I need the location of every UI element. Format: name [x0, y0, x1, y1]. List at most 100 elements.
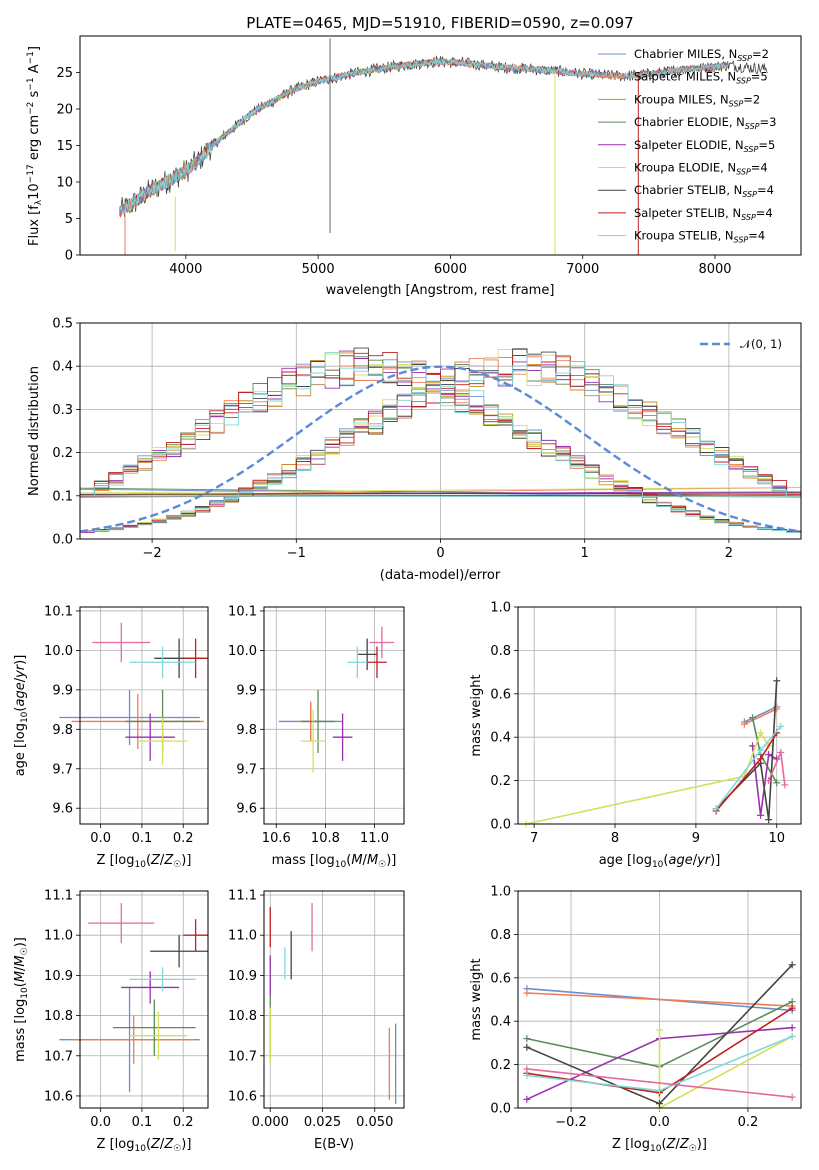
x-tick-label: 0.1 [132, 831, 153, 846]
x-tick-label: 1 [581, 546, 589, 561]
legend-label-value: =5 [751, 70, 768, 84]
legend-label: Chabrier ELODIE, NSSP=3 [634, 115, 776, 131]
y-tick-label: 10.7 [228, 1049, 257, 1064]
histogram-series [80, 352, 801, 539]
x-tick-label: 0.025 [304, 1115, 341, 1130]
legend-label-sub: SSP [741, 213, 756, 222]
y-tick-label: 0.2 [490, 774, 511, 789]
x-tick-label: 11.0 [360, 831, 389, 846]
y-tick-label: 9.6 [52, 802, 73, 817]
y-tick-label: 0.2 [52, 446, 73, 461]
y-tick-label: 0.0 [490, 818, 511, 833]
y-tick-label: 0.6 [490, 971, 511, 986]
x-tick-label: 8 [611, 831, 619, 846]
y-tick-label: 0.1 [52, 489, 73, 504]
legend-label: Salpeter STELIB, NSSP=4 [634, 206, 773, 222]
x-axis-label: age [log10(age/yr)] [599, 853, 721, 870]
x-tick-label: 6000 [434, 262, 467, 277]
y-tick-label: 9.8 [52, 723, 73, 738]
y-tick-label: 10.6 [44, 1089, 73, 1104]
mass-weight-line [715, 680, 778, 820]
spectrum-line [119, 58, 728, 215]
plot-frame [263, 606, 405, 825]
y-axis-label: Flux [fλ10−17 erg cm−2 s−1 A−1] [26, 46, 44, 246]
y-tick-label: 10.1 [228, 604, 257, 619]
legend-label-value: =4 [756, 206, 773, 220]
legend-label-sub: SSP [736, 168, 751, 177]
figure-title: PLATE=0465, MJD=51910, FIBERID=0590, z=0… [246, 14, 633, 32]
mass-weight-line [744, 706, 778, 723]
x-axis-label: Z [log10(Z/Z☉)] [612, 1137, 707, 1154]
legend-label-main: Chabrier MILES, N [634, 47, 737, 61]
legend-label-sub: SSP [737, 54, 752, 63]
y-tick-label: 10.9 [228, 969, 257, 984]
residual-histogram-panel: −2 −1 0 1 2 0.0 0.1 0.2 0.3 0.4 0.5 𝒩(0, 1) (data-mo… [27, 317, 802, 583]
histogram-series [80, 347, 801, 539]
y-tick-label: 25 [56, 66, 73, 81]
y-tick-label: 10.0 [44, 644, 73, 659]
grid [80, 891, 208, 1108]
x-tick-label: 0.0 [649, 1115, 670, 1130]
x-tick-label: 4000 [169, 262, 202, 277]
y-tick-label: 9.9 [236, 683, 257, 698]
x-tick-label: 8000 [698, 262, 731, 277]
x-axis-label: (data-model)/error [380, 568, 501, 583]
y-tick-label: 10.6 [228, 1089, 257, 1104]
y-axis-label: Normed distribution [27, 366, 42, 496]
x-tick-label: 0.2 [173, 1115, 194, 1130]
legend-label-value: =2 [752, 47, 769, 61]
normal-curve [79, 365, 802, 533]
histogram-series [80, 348, 801, 539]
x-tick-label: 7 [530, 831, 538, 846]
x-axis-label: wavelength [Angstrom, rest frame] [326, 283, 555, 298]
mass-weight-line [658, 1029, 793, 1110]
x-tick-label: 10 [768, 831, 785, 846]
y-tick-label: 11.1 [44, 889, 73, 904]
x-axis-label: mass [log10(M/M☉)] [272, 853, 397, 870]
legend-label: Chabrier STELIB, NSSP=4 [634, 183, 774, 199]
y-tick-label: 0.8 [490, 644, 511, 659]
x-tick-label: 0.2 [173, 831, 194, 846]
legend-label: Kroupa STELIB, NSSP=4 [634, 229, 765, 245]
y-tick-label: 10.8 [44, 1009, 73, 1024]
x-tick-label: 0.0 [90, 831, 111, 846]
y-tick-label: 0.2 [490, 1058, 511, 1073]
x-tick-label: 2 [725, 546, 733, 561]
x-tick-label: 7000 [566, 262, 599, 277]
legend-label-value: =2 [743, 92, 760, 106]
legend-label: Kroupa ELODIE, NSSP=4 [634, 161, 768, 177]
grid [80, 322, 801, 540]
legend-label-value: =4 [748, 229, 765, 243]
x-tick-label: 0.050 [356, 1115, 393, 1130]
legend-label-main: Salpeter MILES, N [634, 70, 736, 84]
legend-label-sub: SSP [744, 145, 759, 154]
y-tick-label: 9.6 [236, 802, 257, 817]
legend-label-main: Salpeter STELIB, N [634, 206, 741, 220]
legend-label: Salpeter ELODIE, NSSP=5 [634, 138, 775, 154]
legend-label-value: =4 [751, 161, 768, 175]
x-tick-label: 0.2 [738, 1115, 759, 1130]
y-tick-label: 0.6 [490, 687, 511, 702]
y-tick-label: 0.5 [52, 317, 73, 332]
y-tick-label: 0.8 [490, 928, 511, 943]
plot-frame [517, 890, 802, 1109]
y-tick-label: 15 [56, 139, 73, 154]
plot-frame [79, 35, 802, 256]
y-tick-label: 9.7 [236, 762, 257, 777]
y-tick-label: 10.9 [44, 969, 73, 984]
x-tick-label: 0.000 [252, 1115, 289, 1130]
mass-weight-line [526, 992, 793, 1007]
legend-label: 𝒩(0, 1) [740, 337, 782, 351]
y-tick-label: 10.0 [228, 644, 257, 659]
x-axis-label: Z [log10(Z/Z☉)] [97, 1137, 192, 1154]
y-axis-label: mass weight [469, 674, 484, 756]
y-tick-label: 10 [56, 176, 73, 191]
y-tick-label: 5 [65, 212, 73, 227]
x-tick-label: 0 [436, 546, 444, 561]
x-tick-label: 10.8 [311, 831, 340, 846]
y-tick-label: 9.7 [52, 762, 73, 777]
legend-label-value: =4 [757, 183, 774, 197]
y-tick-label: 11.0 [228, 929, 257, 944]
